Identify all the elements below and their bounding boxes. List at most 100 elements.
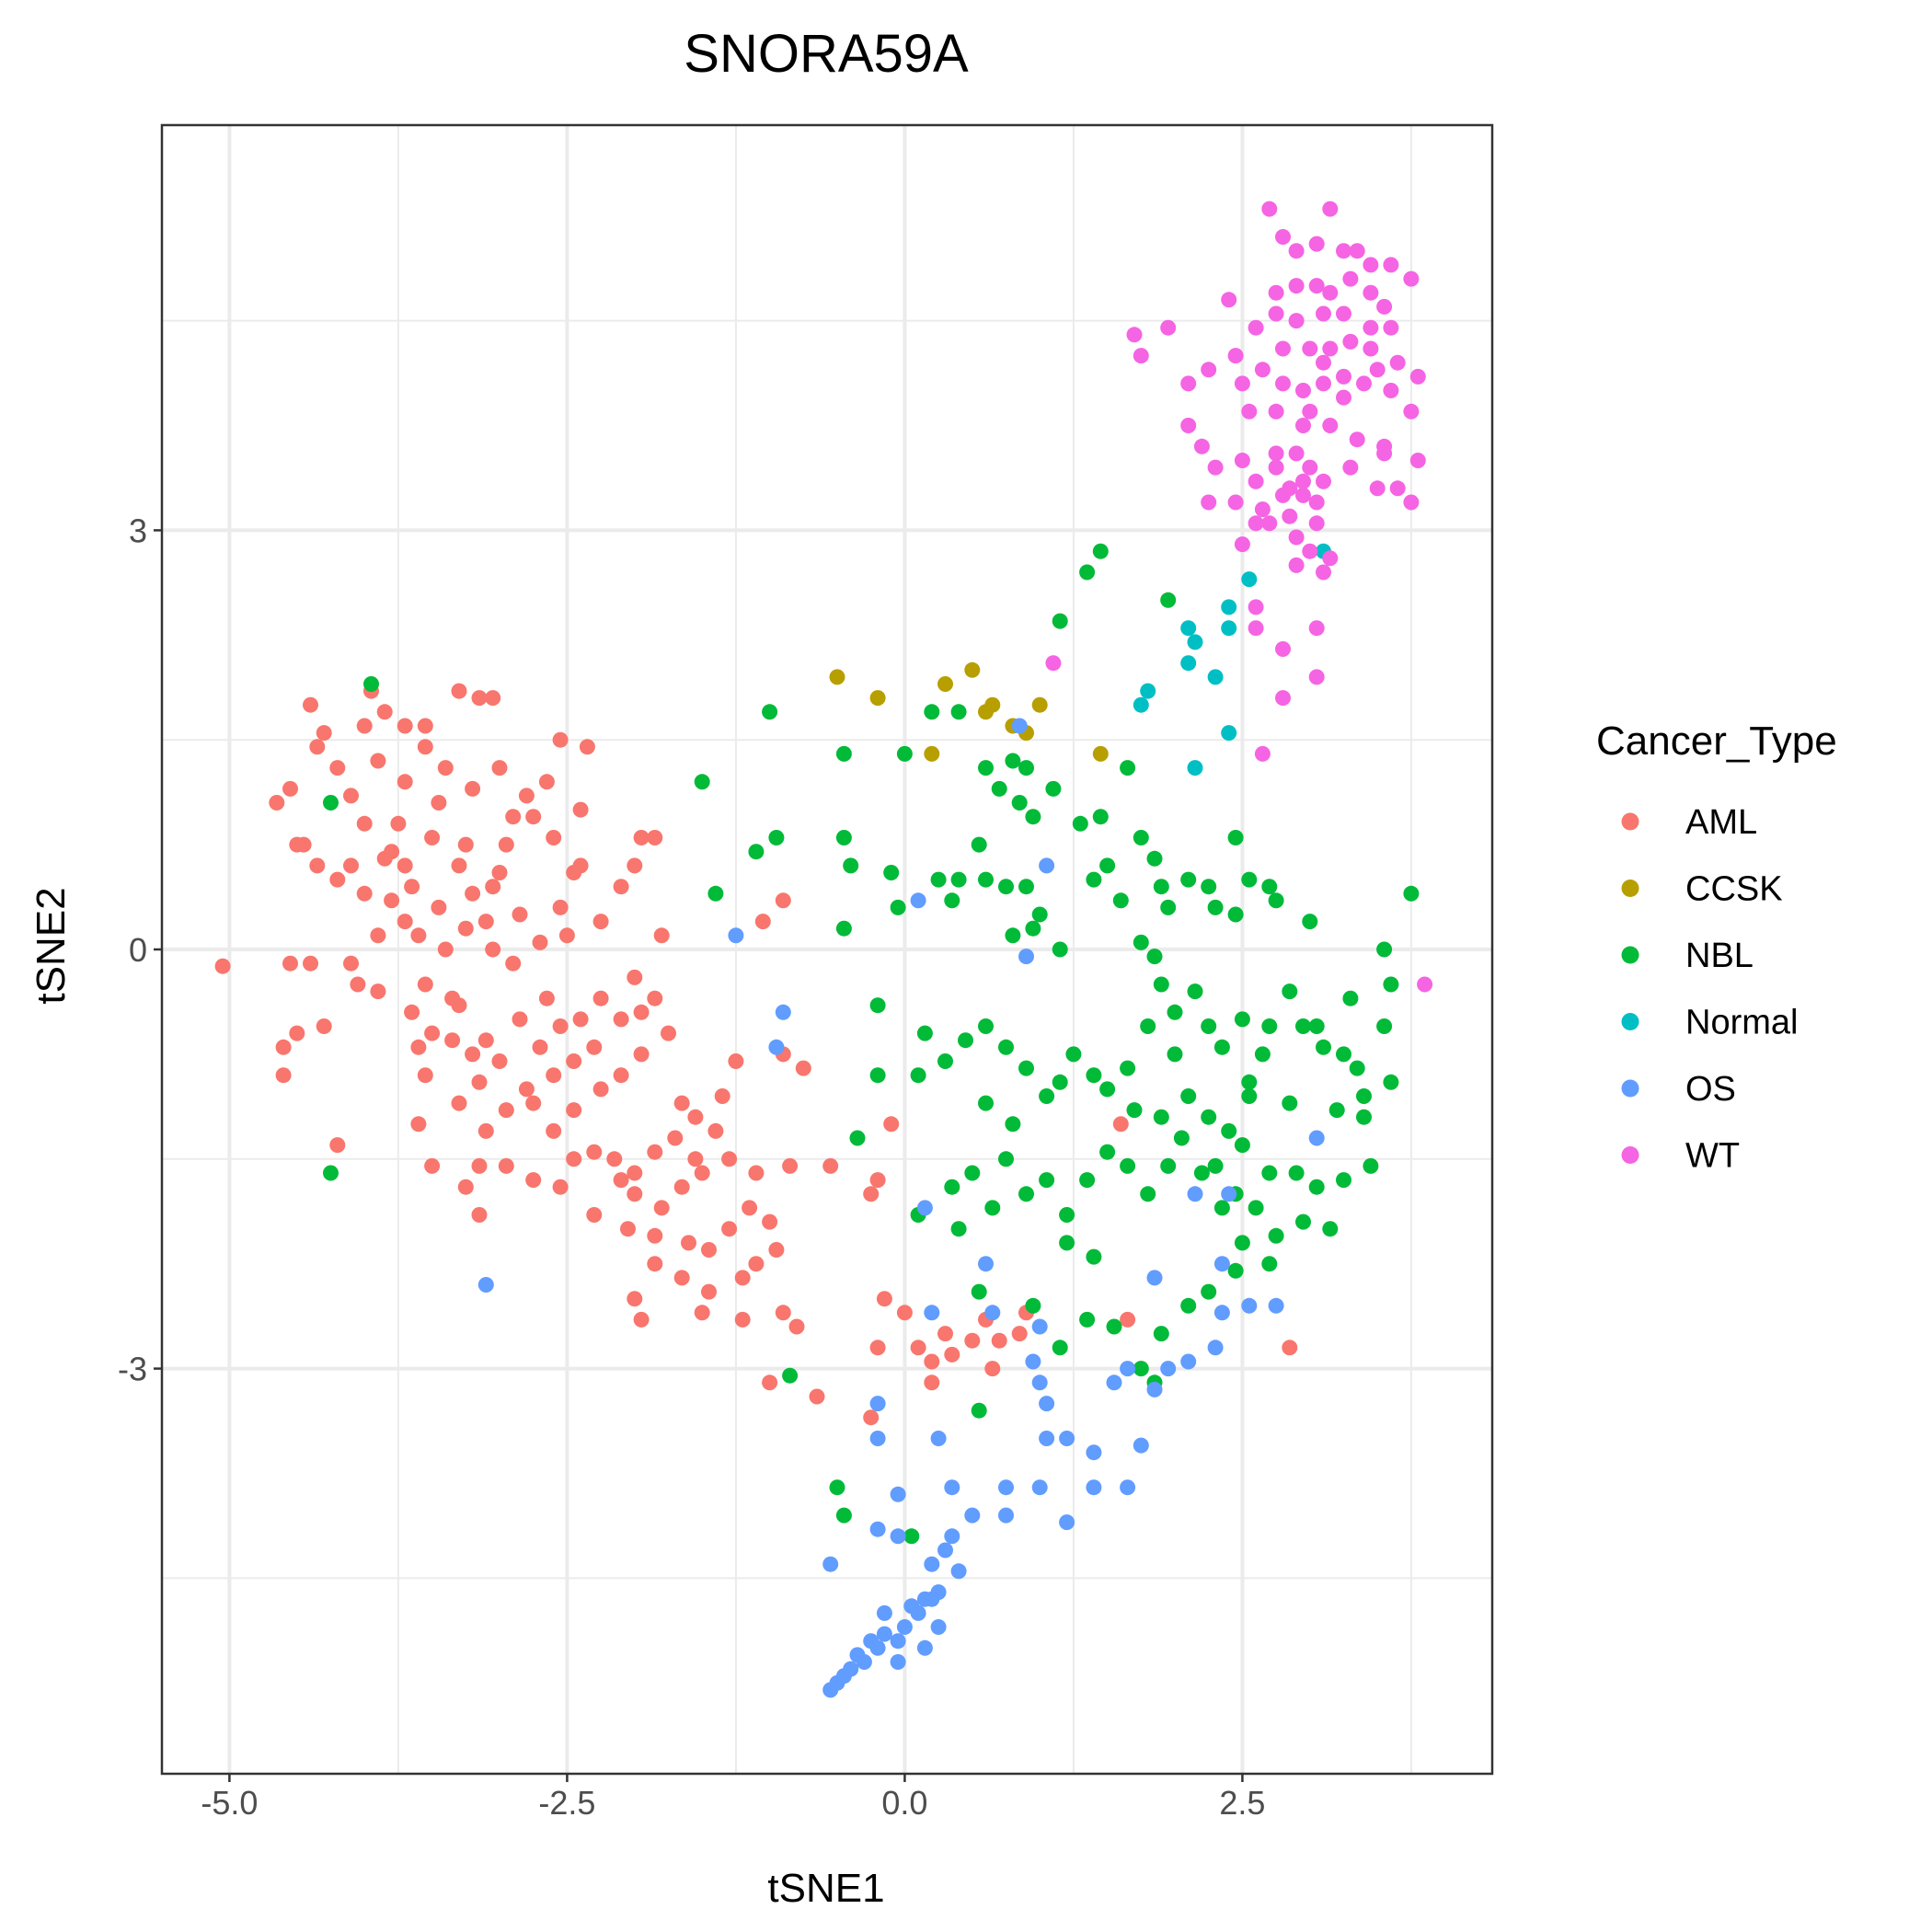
series-normal: [1133, 543, 1331, 776]
data-point: [410, 1039, 427, 1055]
data-point: [1221, 620, 1237, 637]
data-point: [1383, 319, 1399, 336]
data-point: [1059, 1514, 1075, 1531]
data-point: [681, 1235, 696, 1251]
data-point: [512, 1011, 528, 1028]
data-point: [991, 1332, 1007, 1349]
data-point: [1389, 354, 1406, 371]
data-point: [1025, 920, 1041, 937]
data-point: [1086, 1444, 1102, 1461]
data-point: [566, 1102, 582, 1119]
data-point: [1295, 487, 1311, 503]
data-point: [1248, 1200, 1264, 1216]
data-point: [896, 1619, 913, 1635]
data-point: [356, 718, 373, 734]
data-point: [579, 739, 595, 755]
x-tick-label: -5.0: [201, 1784, 258, 1822]
data-point: [1295, 473, 1311, 489]
data-point: [465, 780, 481, 797]
data-point: [748, 1256, 765, 1272]
data-point: [1086, 871, 1102, 888]
data-point: [1221, 1186, 1237, 1202]
data-point: [1011, 1326, 1028, 1342]
data-point: [984, 1361, 1001, 1377]
data-point: [835, 1507, 852, 1524]
data-point: [984, 1305, 1001, 1321]
data-point: [465, 1046, 481, 1063]
data-point: [1221, 1122, 1237, 1139]
data-point: [356, 885, 373, 902]
data-point: [896, 745, 913, 762]
data-point: [1363, 319, 1379, 336]
data-point: [1180, 1353, 1197, 1370]
data-point: [1383, 257, 1399, 273]
data-point: [1193, 1165, 1210, 1181]
data-point: [1234, 1235, 1250, 1251]
data-point: [586, 1144, 603, 1160]
data-point: [1045, 655, 1062, 672]
data-point: [843, 857, 859, 874]
data-point: [627, 1291, 643, 1307]
data-point: [1120, 1311, 1136, 1328]
data-point: [552, 731, 569, 748]
data-point: [1227, 494, 1244, 511]
data-point: [1389, 480, 1406, 497]
data-point: [1403, 885, 1420, 902]
data-point: [1180, 871, 1197, 888]
data-point: [1275, 340, 1291, 357]
data-point: [1308, 1130, 1325, 1146]
data-point: [1241, 571, 1258, 588]
data-point: [282, 955, 298, 972]
data-point: [1025, 1353, 1041, 1370]
data-point: [694, 1305, 710, 1321]
data-point: [673, 1179, 690, 1195]
data-point: [518, 788, 535, 804]
data-point: [788, 1318, 805, 1335]
data-point: [950, 871, 967, 888]
data-point: [944, 1479, 960, 1496]
data-point: [701, 1283, 717, 1300]
data-point: [552, 1018, 569, 1034]
data-point: [444, 990, 461, 1006]
data-point: [1180, 655, 1197, 672]
data-point: [883, 865, 900, 880]
data-point: [775, 1004, 791, 1020]
data-point: [457, 1179, 474, 1195]
data-point: [1342, 459, 1359, 476]
data-point: [1160, 1361, 1177, 1377]
data-point: [1213, 1200, 1230, 1216]
data-point: [742, 1200, 758, 1216]
data-point: [1140, 683, 1156, 699]
data-point: [397, 914, 413, 930]
data-point: [1180, 1088, 1197, 1104]
data-point: [1336, 389, 1351, 406]
data-point: [1112, 892, 1129, 909]
data-point: [950, 704, 967, 720]
data-point: [1234, 453, 1250, 468]
legend-key-ccsk: [1621, 880, 1639, 897]
data-point: [1308, 278, 1325, 294]
data-point: [1201, 1109, 1217, 1125]
data-point: [1302, 459, 1318, 476]
data-point: [417, 739, 433, 755]
data-point: [768, 830, 785, 845]
data-point: [431, 899, 447, 915]
data-point: [620, 1221, 636, 1237]
data-point: [303, 955, 318, 972]
data-point: [1261, 1256, 1278, 1272]
data-point: [424, 830, 441, 845]
data-point: [633, 1311, 650, 1328]
data-point: [613, 1067, 629, 1084]
data-point: [998, 1039, 1014, 1055]
data-point: [606, 1151, 623, 1167]
legend-label-ccsk: CCSK: [1685, 870, 1783, 909]
legend-label-aml: AML: [1685, 803, 1757, 842]
data-point: [1140, 1018, 1156, 1034]
data-point: [437, 941, 454, 958]
data-point: [748, 1165, 765, 1181]
data-point: [424, 1025, 441, 1041]
series-wt: [1045, 201, 1433, 993]
data-point: [1268, 284, 1284, 301]
data-point: [1363, 1157, 1379, 1174]
